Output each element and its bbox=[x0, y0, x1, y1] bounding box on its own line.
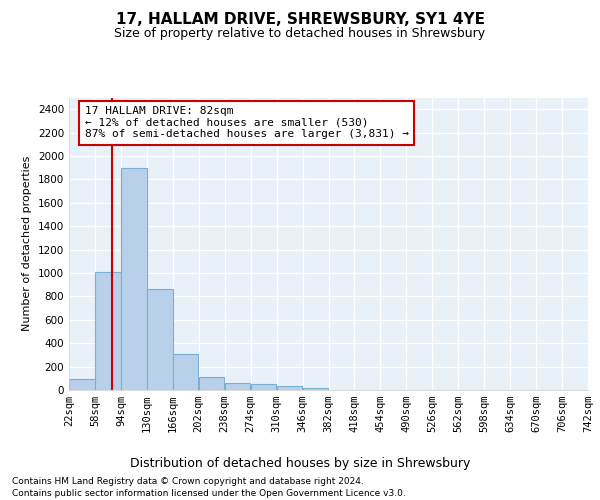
Bar bbox=[277, 386, 302, 390]
Bar bbox=[303, 388, 328, 390]
Text: 17, HALLAM DRIVE, SHREWSBURY, SY1 4YE: 17, HALLAM DRIVE, SHREWSBURY, SY1 4YE bbox=[115, 12, 485, 28]
Text: Contains public sector information licensed under the Open Government Licence v3: Contains public sector information licen… bbox=[12, 489, 406, 498]
Bar bbox=[225, 383, 250, 390]
Y-axis label: Number of detached properties: Number of detached properties bbox=[22, 156, 32, 332]
Bar bbox=[121, 168, 146, 390]
Bar bbox=[95, 272, 121, 390]
Bar bbox=[69, 380, 95, 390]
Bar bbox=[173, 354, 199, 390]
Text: 17 HALLAM DRIVE: 82sqm
← 12% of detached houses are smaller (530)
87% of semi-de: 17 HALLAM DRIVE: 82sqm ← 12% of detached… bbox=[85, 106, 409, 140]
Bar bbox=[199, 376, 224, 390]
Bar bbox=[147, 290, 173, 390]
Bar bbox=[251, 384, 277, 390]
Text: Size of property relative to detached houses in Shrewsbury: Size of property relative to detached ho… bbox=[115, 28, 485, 40]
Text: Contains HM Land Registry data © Crown copyright and database right 2024.: Contains HM Land Registry data © Crown c… bbox=[12, 478, 364, 486]
Text: Distribution of detached houses by size in Shrewsbury: Distribution of detached houses by size … bbox=[130, 458, 470, 470]
